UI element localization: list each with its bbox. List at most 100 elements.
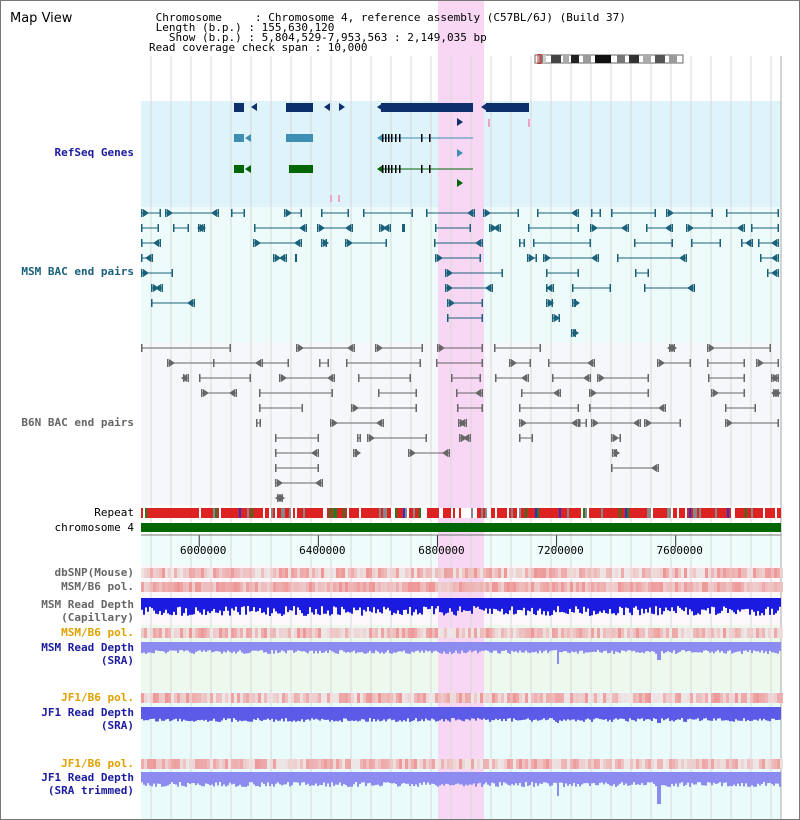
jf1-trimmed-depth-bar: [637, 772, 639, 785]
jf1-trimmed-depth-bar: [393, 772, 395, 784]
b6n-bac-end: [249, 374, 251, 382]
jf1-sra-depth-bar: [561, 707, 563, 722]
jf1-sra-depth-bar: [141, 707, 143, 720]
jf1-sra-depth-bar: [601, 707, 603, 720]
jf1-trimmed-depth-bar: [323, 772, 325, 783]
repeat-segment: [345, 508, 347, 518]
jf1-sra-depth-bar: [515, 707, 517, 721]
jf1-trimmed-depth-bar: [243, 772, 245, 787]
msm-sra-depth-bar: [283, 642, 285, 652]
msm-sra-depth-bar: [293, 642, 295, 653]
dbsnp-cell: [510, 568, 513, 578]
dbsnp-cell: [183, 568, 186, 578]
jf1-trimmed-depth-bar: [197, 772, 199, 784]
jf1-trimmed-depth-bar: [549, 772, 551, 787]
repeat-segment: [373, 508, 375, 518]
b6n-bac-arrow: [771, 389, 777, 397]
msm-bac-end: [305, 224, 307, 232]
track-label-refseq[interactable]: RefSeq Genes: [54, 146, 134, 159]
jf1-b6-pol-2-cell: [420, 759, 423, 769]
jf1-trimmed-depth-bar: [195, 772, 197, 786]
msm-capillary-depth-bar: [351, 598, 353, 614]
chromosome-ideogram[interactable]: [531, 54, 685, 64]
msm-b6-pol-sra-cell: [429, 628, 432, 638]
msm-b6-pol-sra-cell: [564, 628, 567, 638]
track-label-msm-b6-pol-sra[interactable]: MSM/B6 pol.: [61, 626, 134, 639]
jf1-b6-pol-cell: [222, 693, 225, 703]
track-label-msm-depth-sra[interactable]: MSM Read Depth: [41, 641, 134, 654]
repeat-segment: [535, 508, 537, 518]
jf1-trimmed-depth-bar: [361, 772, 363, 783]
jf1-sra-depth-bar: [639, 707, 641, 720]
b6n-bac-end: [711, 389, 713, 397]
jf1-trimmed-depth-bar: [337, 772, 339, 785]
dbsnp-cell: [207, 568, 210, 578]
repeat-segment: [281, 508, 283, 518]
jf1-trimmed-depth-bar: [439, 772, 441, 786]
msm-capillary-depth-bar: [241, 598, 243, 608]
msm-sra-depth-bar: [669, 642, 671, 653]
msm-bac-end: [151, 284, 153, 292]
repeat-segment: [299, 508, 301, 518]
track-label-b6n-bac[interactable]: B6N BAC end pairs: [21, 416, 134, 429]
track-label-jf1-depth-trimmed[interactable]: JF1 Read Depth: [41, 771, 134, 784]
repeat-segment: [737, 508, 739, 518]
jf1-trimmed-depth-bar: [283, 772, 285, 785]
jf1-b6-pol-2-cell: [315, 759, 318, 769]
jf1-sra-depth-bar: [391, 707, 393, 721]
jf1-b6-pol-2-cell: [372, 759, 375, 769]
jf1-trimmed-depth-bar: [165, 772, 167, 787]
msm-sra-depth-bar: [497, 642, 499, 654]
msm-b6-pol-sra-cell: [276, 628, 279, 638]
msm-bac-arrow: [679, 254, 685, 262]
track-label-dbsnp[interactable]: dbSNP(Mouse): [54, 566, 134, 579]
repeat-segment: [603, 508, 605, 518]
msm-sra-depth-bar: [195, 642, 197, 652]
repeat-segment: [151, 508, 153, 518]
msm-sra-depth-bar: [379, 642, 381, 654]
jf1-sra-depth-bar: [361, 707, 363, 720]
msm-b6-pol-cell: [381, 582, 384, 592]
repeat-segment: [225, 508, 227, 518]
msm-b6-pol-cell: [393, 582, 396, 592]
repeat-segment: [551, 508, 553, 518]
msm-capillary-depth-bar: [373, 598, 375, 608]
track-label-jf1-b6-pol-2[interactable]: JF1/B6 pol.: [61, 757, 134, 770]
msm-b6-pol-sra-cell: [255, 628, 258, 638]
msm-b6-pol-cell: [462, 582, 465, 592]
repeat-segment: [431, 508, 433, 518]
msm-bac-end: [351, 224, 353, 232]
jf1-sra-depth-bar: [593, 707, 595, 720]
msm-sra-depth-bar: [187, 642, 189, 651]
msm-bac-end: [473, 209, 475, 217]
b6n-bac-arrow: [553, 389, 559, 397]
jf1-trimmed-depth-bar: [701, 772, 703, 786]
msm-bac-end: [671, 224, 673, 232]
msm-b6-pol-cell: [525, 582, 528, 592]
msm-sra-depth-bar: [541, 642, 543, 653]
msm-sra-depth-bar: [521, 642, 523, 653]
msm-sra-depth-bar: [347, 642, 349, 653]
jf1-sra-depth-bar: [497, 707, 499, 721]
track-label-jf1-b6-pol[interactable]: JF1/B6 pol.: [61, 691, 134, 704]
repeat-segment: [697, 508, 699, 518]
track-label-msm-bac[interactable]: MSM BAC end pairs: [21, 265, 134, 278]
msm-capillary-depth-bar: [163, 598, 165, 613]
b6n-bac-arrow: [587, 359, 593, 367]
msm-capillary-depth-bar: [459, 598, 461, 607]
b6n-bac-end: [725, 419, 727, 427]
dbsnp-cell: [591, 568, 594, 578]
jf1-trimmed-depth-bar: [421, 772, 423, 785]
msm-capillary-depth-bar: [569, 598, 571, 609]
track-label-msm-depth-capillary[interactable]: MSM Read Depth: [41, 598, 134, 611]
msm-b6-pol-sra-cell: [777, 628, 780, 638]
track-label-jf1-depth-sra[interactable]: JF1 Read Depth: [41, 706, 134, 719]
track-label-msm-b6-pol[interactable]: MSM/B6 pol.: [61, 580, 134, 593]
gene-exon: [385, 134, 387, 142]
msm-capillary-depth-bar: [655, 598, 657, 607]
msm-b6-pol-sra-cell: [591, 628, 594, 638]
dbsnp-cell: [147, 568, 150, 578]
msm-bac-end: [141, 239, 143, 247]
gene-exon: [382, 134, 384, 142]
